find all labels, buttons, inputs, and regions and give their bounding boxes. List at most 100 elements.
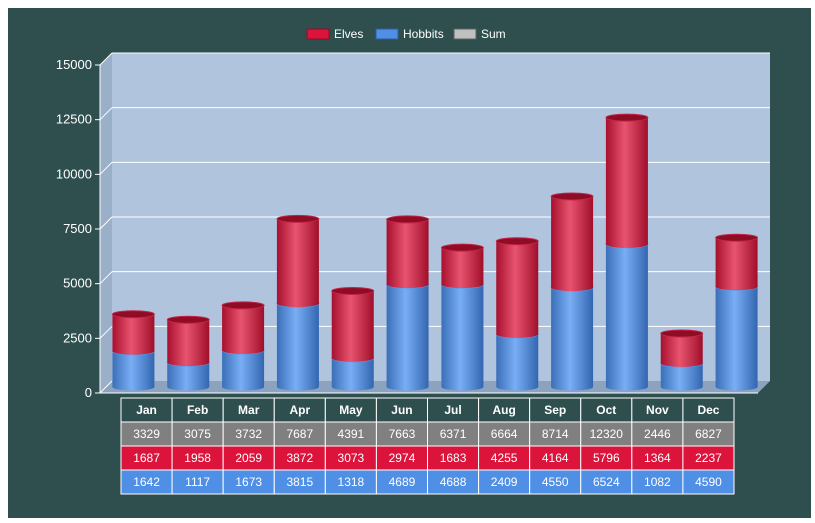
table-cell — [580, 469, 633, 495]
legend-swatch — [306, 28, 330, 40]
gridline-side — [99, 107, 113, 121]
bar-top — [166, 315, 210, 324]
plot-floor — [100, 381, 770, 393]
table-cell — [222, 445, 275, 471]
bar-body — [660, 363, 703, 391]
bar-body — [386, 284, 429, 391]
bar-top — [605, 113, 649, 122]
table-cell-label: 4590 — [695, 475, 722, 489]
table-cell-label: Aug — [492, 403, 515, 417]
bar-top — [386, 215, 430, 224]
bar-body — [715, 237, 758, 291]
table-cell-label: 6664 — [491, 427, 518, 441]
table-cell-label: 3075 — [184, 427, 211, 441]
bar-elves-jan — [111, 310, 155, 355]
table-cell — [222, 397, 275, 423]
bar-body — [222, 305, 265, 354]
gridline-side — [99, 52, 113, 66]
bar-top — [550, 192, 594, 201]
legend-label: Sum — [481, 27, 506, 41]
table-cell — [631, 421, 684, 447]
table-cell-label: 7663 — [389, 427, 416, 441]
bar-body — [167, 319, 210, 367]
bar-elves-apr — [276, 214, 320, 308]
table-cell-label: 1082 — [644, 475, 671, 489]
bar-top — [440, 243, 484, 252]
bar-hobbits-jul — [440, 280, 484, 391]
plot-area: 0 2500 5000 7500 10000 12500 15000 — [56, 52, 770, 400]
table-cell-label: Mar — [238, 403, 260, 417]
legend-swatch — [453, 28, 477, 40]
table-cell — [478, 469, 531, 495]
stacked-bar-chart: Elves Hobbits Sum 0 2500 5000 7500 10000 12500 1… — [56, 27, 770, 495]
bar-body — [496, 334, 539, 391]
bar-hobbits-apr — [276, 299, 320, 391]
bar-top — [276, 214, 320, 223]
table-cell-label: Jan — [136, 403, 157, 417]
table-cell-label: Feb — [187, 403, 208, 417]
table-cell-label: 1318 — [338, 475, 365, 489]
bar-body — [715, 286, 758, 391]
gridline-side — [99, 380, 113, 394]
table-cell — [682, 469, 735, 495]
bar-body — [276, 218, 319, 308]
bar-elves-dec — [715, 233, 759, 291]
bar-body — [551, 287, 594, 391]
bar-body — [496, 241, 539, 338]
table-cell-label: 4689 — [389, 475, 416, 489]
legend-swatch — [375, 28, 399, 40]
table-cell — [580, 397, 633, 423]
y-tick-label: 5000 — [63, 276, 92, 291]
table-cell — [324, 469, 377, 495]
table-cell-label: Oct — [596, 403, 616, 417]
table-cell — [631, 469, 684, 495]
bar-body — [605, 117, 648, 248]
y-tick-label: 0 — [85, 385, 92, 400]
table-cell-label: 4550 — [542, 475, 569, 489]
table-cell — [120, 469, 173, 495]
table-row-header: Jan Feb Mar Apr May Jun Jul Aug Sep Oct Nov Dec — [120, 397, 735, 423]
table-cell-label: 12320 — [590, 427, 624, 441]
table-cell-label: 2059 — [235, 451, 262, 465]
table-cell — [529, 421, 582, 447]
table-cell-label: 4255 — [491, 451, 518, 465]
table-cell-label: 3732 — [235, 427, 262, 441]
bar-elves-jun — [386, 215, 430, 288]
bar-hobbits-oct — [605, 240, 649, 391]
bar-top — [715, 233, 759, 242]
table-cell — [427, 469, 480, 495]
table-cell — [478, 397, 531, 423]
table-cell-label: 4688 — [440, 475, 467, 489]
table-cell — [375, 421, 428, 447]
table-cell-label: 2974 — [389, 451, 416, 465]
bar-elves-nov — [660, 329, 704, 367]
table-cell — [273, 469, 326, 495]
table-cell-label: 3329 — [133, 427, 160, 441]
chart-frame: Elves Hobbits Sum 0 2500 5000 7500 10000 12500 1… — [8, 8, 811, 518]
table-cell-label: 4391 — [338, 427, 365, 441]
y-tick-label: 12500 — [56, 112, 92, 127]
legend-label: Hobbits — [403, 27, 444, 41]
table-cell-label: 2446 — [644, 427, 671, 441]
bar-elves-jul — [440, 243, 484, 288]
table-cell-label: 3815 — [286, 475, 313, 489]
bar-body — [276, 303, 319, 391]
bar-body — [112, 351, 155, 391]
bar-elves-feb — [166, 315, 210, 367]
table-cell-label: 2409 — [491, 475, 518, 489]
table-cell — [171, 397, 224, 423]
table-cell-label: 1364 — [644, 451, 671, 465]
table-cell-label: 3872 — [286, 451, 313, 465]
gridline-side — [99, 161, 113, 175]
bar-elves-oct — [605, 113, 649, 248]
table-row-sum: 3329 3075 3732 7687 4391 7663 6371 6664 8714 1232… — [120, 421, 735, 447]
gridline-side — [99, 271, 113, 285]
bar-body — [331, 358, 374, 391]
table-cell-label: 6371 — [440, 427, 467, 441]
table-cell-label: 5796 — [593, 451, 620, 465]
legend-item-hobbits: Hobbits — [375, 27, 444, 41]
bar-hobbits-aug — [495, 330, 539, 391]
table-cell-label: 7687 — [286, 427, 313, 441]
table-cell-label: 1683 — [440, 451, 467, 465]
table-cell — [273, 445, 326, 471]
